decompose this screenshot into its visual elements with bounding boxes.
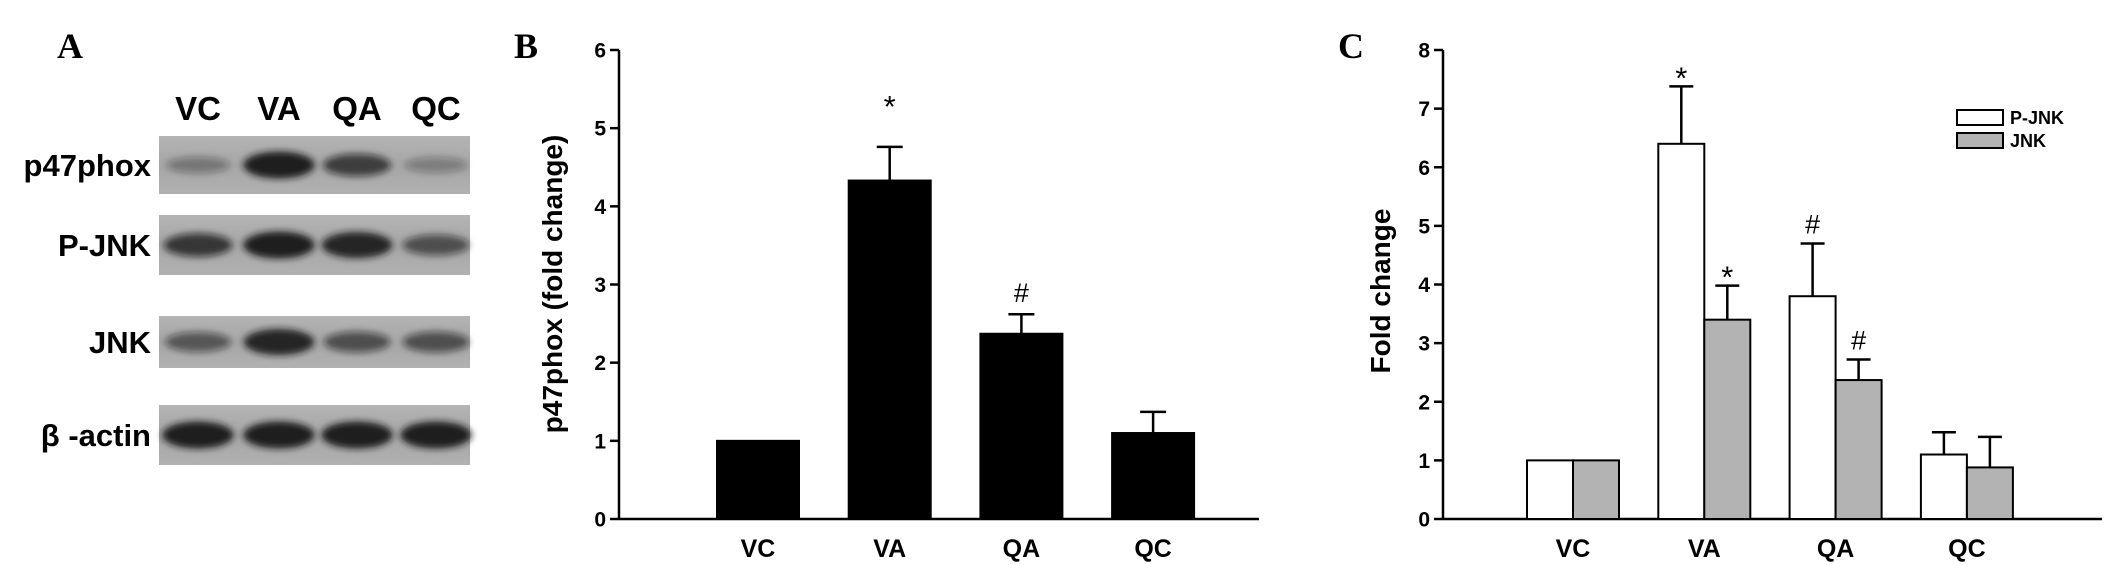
blot-band-vc xyxy=(166,156,230,174)
significance-marker-qa: # xyxy=(1014,278,1029,308)
y-tick-label: 1 xyxy=(1418,450,1430,473)
panel-c-label: C xyxy=(1338,26,1364,66)
blot-band-va xyxy=(243,151,315,179)
blot-row-actin: β -actin xyxy=(41,405,472,465)
bar-jnk-qa xyxy=(1834,379,1883,520)
y-tick-label: 0 xyxy=(1418,509,1430,532)
y-tick-label: 2 xyxy=(594,352,606,375)
y-tick-label: 5 xyxy=(594,118,606,141)
bar-p-jnk-va xyxy=(1657,142,1706,521)
y-tick-label: 5 xyxy=(1418,215,1430,238)
chart-c-plot-area: 0 1 2 3 4 5 6 7 8 VC VA * * QA # # QC xyxy=(1418,40,2102,563)
blot-label: P-JNK xyxy=(58,228,152,263)
panel-b-label: B xyxy=(514,26,538,66)
bar-jnk-va xyxy=(1703,318,1752,520)
lane-header-qc: QC xyxy=(411,90,461,127)
blot-band-va xyxy=(243,231,315,259)
blot-label: p47phox xyxy=(24,148,152,183)
blot-band-qc xyxy=(404,157,468,173)
blot-band-qc xyxy=(402,234,470,256)
y-tick-label: 8 xyxy=(1418,40,1430,63)
y-tick-label: 3 xyxy=(594,274,606,297)
legend-swatch-p-jnk xyxy=(1956,109,2004,126)
blot-band-va xyxy=(243,328,315,356)
blot-band-qa xyxy=(321,231,393,259)
panel-c-grouped-bar-chart: C 0 1 2 3 4 5 6 7 8 VC VA * * QA # # QC Fold change P-JN… xyxy=(1338,26,2102,563)
x-tick-label-vc: VC xyxy=(1556,535,1591,563)
x-tick-label-qc: QC xyxy=(1948,535,1986,563)
y-tick-label: 2 xyxy=(1418,391,1430,414)
bar-jnk-qc xyxy=(1965,466,2014,521)
blot-band-vc xyxy=(163,233,233,257)
lane-header-va: VA xyxy=(257,90,300,127)
x-tick-label-qc: QC xyxy=(1134,535,1172,563)
blot-band-qc xyxy=(400,421,472,449)
y-tick-label: 1 xyxy=(594,430,606,453)
blot-rows: p47phox P-JNK JNK β -actin xyxy=(24,136,472,465)
blot-band-qa xyxy=(323,331,391,353)
bar-vc xyxy=(716,439,800,521)
bar-p-jnk-qc xyxy=(1919,453,1968,521)
blot-band-qc xyxy=(402,331,470,353)
blot-row-p47phox: p47phox xyxy=(24,136,470,194)
blot-band-va xyxy=(243,421,315,449)
y-tick-label: 3 xyxy=(1418,333,1430,356)
chart-c-y-axis-title: Fold change xyxy=(1365,209,1396,374)
blot-band-qa xyxy=(323,153,391,177)
blot-row-jnk: JNK xyxy=(89,316,470,368)
legend-label-jnk: JNK xyxy=(2010,131,2046,151)
bar-qa xyxy=(979,332,1064,520)
blot-band-vc xyxy=(162,421,234,449)
lane-header-vc: VC xyxy=(175,90,221,127)
blot-band-qa xyxy=(321,421,393,449)
panel-a-label: A xyxy=(57,26,83,66)
panel-a-western-blot: A VC VA QA QC p47phox P-JNK JNK β -actin xyxy=(24,26,472,465)
bar-qc xyxy=(1111,432,1196,520)
x-tick-label-va: VA xyxy=(873,535,906,563)
bar-p-jnk-vc xyxy=(1526,459,1574,520)
significance-marker-p-jnk-qa: # xyxy=(1805,209,1820,239)
blot-row-p-jnk: P-JNK xyxy=(58,215,470,275)
blot-label: JNK xyxy=(89,325,152,360)
chart-b-y-axis-title: p47phox (fold change) xyxy=(537,135,568,434)
legend-swatch-jnk xyxy=(1956,132,2004,149)
panel-b-bar-chart: B 0 1 2 3 4 5 6 VC VA * QA # QC p47phox (fold change… xyxy=(514,26,1259,563)
lane-header-qa: QA xyxy=(332,90,382,127)
blot-label: β -actin xyxy=(41,418,151,453)
y-tick-label: 4 xyxy=(1418,274,1430,297)
significance-marker-jnk-qa: # xyxy=(1851,326,1866,356)
x-tick-label-qa: QA xyxy=(1003,535,1041,563)
y-tick-label: 0 xyxy=(594,509,606,532)
chart-c-legend: P-JNK JNK xyxy=(1956,108,2064,151)
y-tick-label: 6 xyxy=(1418,157,1430,180)
bar-va xyxy=(847,179,932,520)
chart-b-plot-area: 0 1 2 3 4 5 6 VC VA * QA # QC xyxy=(594,40,1259,563)
y-tick-label: 6 xyxy=(594,40,606,63)
blot-band-vc xyxy=(165,332,231,352)
significance-marker-jnk-va: * xyxy=(1721,260,1733,295)
significance-marker-p-jnk-va: * xyxy=(1675,60,1687,95)
significance-marker-va: * xyxy=(884,89,896,124)
bar-jnk-vc xyxy=(1572,459,1620,520)
bar-p-jnk-qa xyxy=(1788,295,1837,520)
lane-headers: VC VA QA QC xyxy=(175,90,461,127)
legend-label-p-jnk: P-JNK xyxy=(2010,108,2064,128)
y-tick-label: 4 xyxy=(594,196,606,219)
y-tick-label: 7 xyxy=(1418,98,1430,121)
x-tick-label-va: VA xyxy=(1688,535,1721,563)
x-tick-label-qa: QA xyxy=(1817,535,1855,563)
x-tick-label-vc: VC xyxy=(741,535,776,563)
